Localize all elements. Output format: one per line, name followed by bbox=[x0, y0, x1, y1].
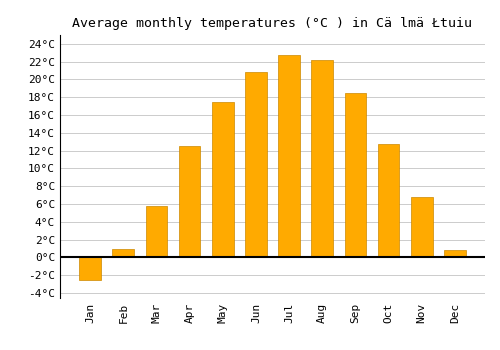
Bar bbox=[312, 60, 333, 258]
Bar bbox=[245, 72, 266, 258]
Bar bbox=[411, 197, 432, 258]
Bar bbox=[146, 206, 167, 258]
Bar bbox=[179, 146, 201, 258]
Bar bbox=[212, 102, 234, 258]
Bar bbox=[80, 258, 101, 280]
Bar bbox=[344, 93, 366, 258]
Title: Average monthly temperatures (°C ) in Cä lmä Łtuiu: Average monthly temperatures (°C ) in Cä… bbox=[72, 17, 472, 30]
Bar bbox=[278, 55, 300, 258]
Bar bbox=[378, 145, 400, 258]
Bar bbox=[444, 250, 466, 258]
Bar bbox=[112, 248, 134, 258]
